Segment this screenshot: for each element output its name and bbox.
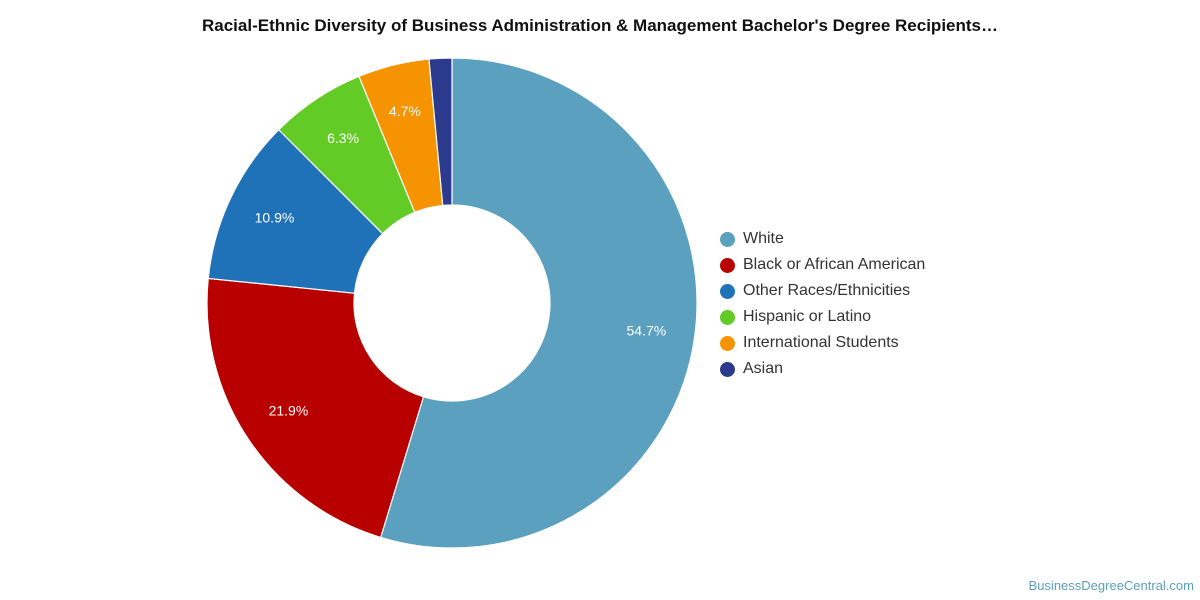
legend-label: Asian xyxy=(743,360,784,377)
legend-item-white[interactable]: White xyxy=(720,226,925,252)
slice-value-label: 21.9% xyxy=(269,403,309,419)
legend-swatch-icon xyxy=(720,309,735,325)
legend-item-black-or-african-american[interactable]: Black or African American xyxy=(720,252,925,278)
chart-legend: White Black or African American Other Race… xyxy=(720,226,925,382)
slice-value-label: 54.7% xyxy=(627,323,667,339)
legend-item-international-students[interactable]: International Students xyxy=(720,330,925,356)
legend-swatch-icon xyxy=(720,283,735,299)
legend-label: Hispanic or Latino xyxy=(743,308,872,325)
legend-label: International Students xyxy=(743,334,899,351)
legend-label: Other Races/Ethnicities xyxy=(743,282,911,299)
slice-value-label: 6.3% xyxy=(327,130,359,146)
legend-swatch-icon xyxy=(720,361,735,377)
legend-item-asian[interactable]: Asian xyxy=(720,356,925,382)
legend-swatch-icon xyxy=(720,335,735,351)
legend-item-other-races-ethnicities[interactable]: Other Races/Ethnicities xyxy=(720,278,925,304)
legend-label: Black or African American xyxy=(743,256,926,273)
legend-swatch-icon xyxy=(720,231,735,247)
slice-value-label: 10.9% xyxy=(255,209,295,225)
legend-label: White xyxy=(743,230,784,247)
legend-item-hispanic-or-latino[interactable]: Hispanic or Latino xyxy=(720,304,925,330)
source-credit-link[interactable]: BusinessDegreeCentral.com xyxy=(1028,578,1194,593)
legend-swatch-icon xyxy=(720,257,735,273)
slice-value-label: 4.7% xyxy=(389,103,421,119)
slice-asian[interactable] xyxy=(428,57,453,207)
chart-title: Racial-Ethnic Diversity of Business Admi… xyxy=(201,16,998,35)
slice-white[interactable] xyxy=(379,57,698,549)
slice-black-or-african-american[interactable] xyxy=(206,277,425,539)
